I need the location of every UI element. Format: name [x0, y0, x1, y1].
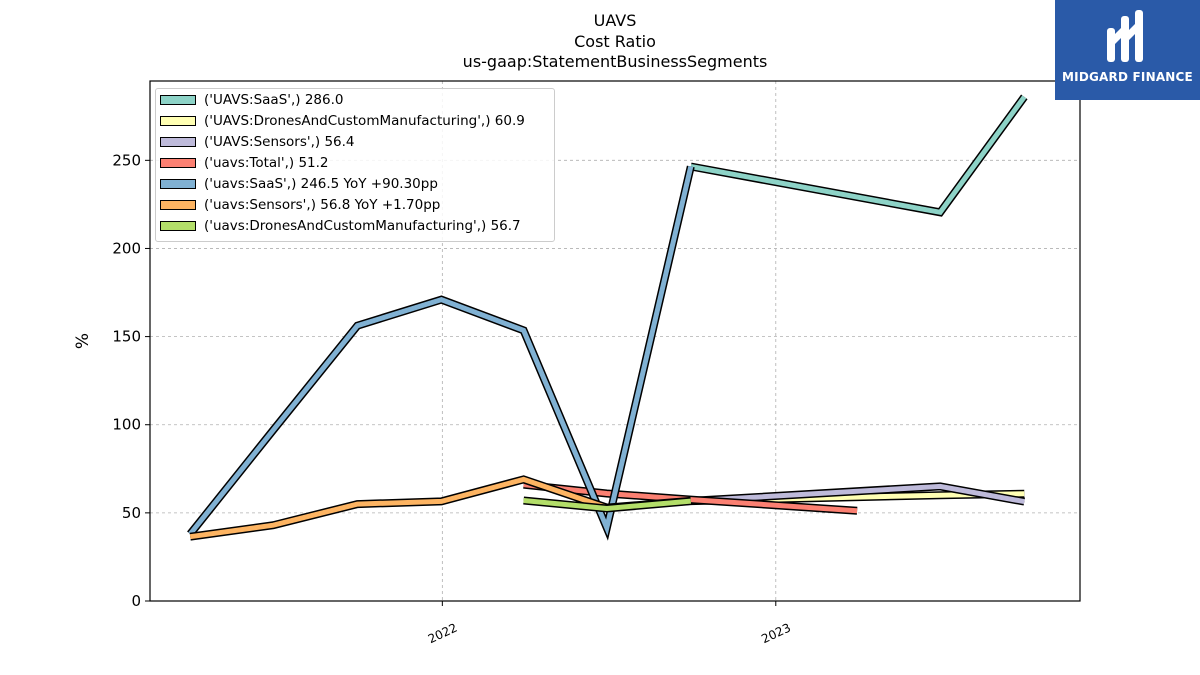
- legend-entry: ('uavs:SaaS',) 246.5 YoY +90.30pp: [160, 174, 438, 194]
- legend-swatch: [160, 179, 196, 189]
- legend-label: ('UAVS:DronesAndCustomManufacturing',) 6…: [204, 113, 525, 129]
- brand-logo-text: MIDGARD FINANCE: [1062, 70, 1193, 84]
- series-line-0: [690, 95, 1027, 216]
- x-tick-label: 2022: [426, 621, 460, 647]
- y-tick-label: 250: [112, 151, 141, 169]
- midgard-logo-icon: [1107, 10, 1143, 62]
- y-tick-label: 200: [112, 239, 141, 257]
- chart-subtitle-segment: us-gaap:StatementBusinessSegments: [462, 52, 768, 71]
- x-tick-label: 2023: [759, 621, 793, 647]
- legend-swatch: [160, 200, 196, 210]
- legend-swatch: [160, 116, 196, 126]
- series-line-4: [188, 165, 694, 536]
- chart-subtitle-metric: Cost Ratio: [574, 32, 656, 51]
- legend-label: ('UAVS:Sensors',) 56.4: [204, 134, 355, 150]
- legend-entry: ('uavs:Total',) 51.2: [160, 153, 329, 173]
- y-tick-label: 150: [112, 328, 141, 346]
- y-tick-label: 0: [131, 592, 141, 610]
- series-line-2: [690, 483, 1025, 505]
- legend-entry: ('UAVS:SaaS',) 286.0: [160, 90, 343, 110]
- legend-swatch: [160, 158, 196, 168]
- chart-title: UAVS: [593, 11, 637, 30]
- y-tick-label: 50: [122, 504, 141, 522]
- chart-legend: ('UAVS:SaaS',) 286.0 ('UAVS:DronesAndCust…: [155, 88, 555, 242]
- legend-swatch: [160, 95, 196, 105]
- legend-swatch: [160, 221, 196, 231]
- legend-label: ('UAVS:SaaS',) 286.0: [204, 92, 344, 108]
- legend-label: ('uavs:SaaS',) 246.5 YoY +90.30pp: [204, 176, 438, 192]
- legend-entry: ('uavs:DronesAndCustomManufacturing',) 5…: [160, 216, 521, 236]
- series-line-6: [523, 498, 692, 512]
- legend-entry: ('UAVS:Sensors',) 56.4: [160, 132, 355, 152]
- series-line-3: [523, 482, 858, 514]
- brand-logo: MIDGARD FINANCE: [1055, 0, 1200, 100]
- legend-swatch: [160, 137, 196, 147]
- legend-entry: ('uavs:Sensors',) 56.8 YoY +1.70pp: [160, 195, 440, 215]
- plot-frame: [149, 80, 1081, 602]
- legend-entry: ('UAVS:DronesAndCustomManufacturing',) 6…: [160, 111, 525, 131]
- y-tick-label: 100: [112, 416, 141, 434]
- legend-label: ('uavs:Sensors',) 56.8 YoY +1.70pp: [204, 197, 441, 213]
- legend-label: ('uavs:Total',) 51.2: [204, 155, 329, 171]
- legend-label: ('uavs:DronesAndCustomManufacturing',) 5…: [204, 218, 521, 234]
- y-axis-label: %: [73, 333, 93, 349]
